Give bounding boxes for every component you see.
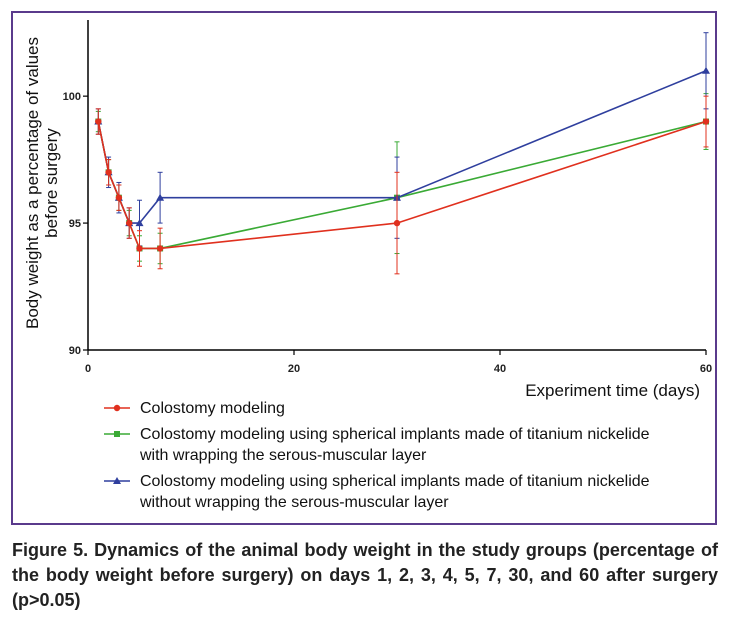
legend-item-1: Colostomy modeling [104, 400, 285, 417]
legend-swatch-marker [113, 404, 121, 412]
data-point [156, 193, 165, 201]
series-line [97, 120, 707, 250]
legend-label: Colostomy modeling [140, 400, 285, 417]
legend-label: with wrapping the serous-muscular layer [139, 447, 427, 464]
axis-labels: Experiment time (days) Body weight as a … [23, 37, 700, 400]
series-3 [94, 32, 710, 247]
plot-area [94, 32, 710, 275]
legend-label: Colostomy modeling using spherical impla… [140, 473, 650, 490]
y-tick-label: 95 [69, 218, 81, 230]
legend-label: without wrapping the serous-muscular lay… [139, 494, 449, 511]
data-point [136, 245, 143, 252]
data-point [156, 245, 164, 252]
legend-swatch-marker [113, 477, 121, 484]
data-point [105, 169, 112, 176]
data-point [702, 118, 710, 125]
series-line [97, 120, 707, 250]
legend-item-2: Colostomy modeling using spherical impla… [104, 426, 650, 464]
legend-label: Colostomy modeling using spherical impla… [140, 426, 650, 443]
series-1 [95, 95, 710, 275]
y-tick-label: 90 [69, 345, 81, 357]
data-point [126, 219, 133, 227]
x-axis-label: Experiment time (days) [525, 381, 700, 400]
figure-caption: Figure 5. Dynamics of the animal body we… [12, 540, 718, 610]
data-point [393, 219, 401, 227]
data-point [702, 66, 710, 74]
x-tick-label: 0 [85, 363, 91, 375]
chart-axes: 90 95 100 0 20 40 60 [63, 20, 712, 375]
series-line [97, 70, 707, 224]
legend-item-3: Colostomy modeling using spherical impla… [104, 473, 650, 511]
legend-swatch-marker [114, 431, 120, 437]
series-2 [95, 93, 709, 265]
y-tick-label: 100 [63, 91, 81, 103]
line-chart: 90 95 100 0 20 40 60 Experiment time (days) Bo… [23, 20, 712, 511]
legend: Colostomy modeling Colostomy modeling usi… [104, 400, 650, 511]
figure-frame [11, 11, 717, 525]
x-tick-label: 40 [494, 363, 506, 375]
data-point [95, 118, 102, 125]
x-tick-label: 20 [288, 363, 300, 375]
y-axis-label-line-1: Body weight as a percentage of values [23, 37, 42, 329]
data-point [135, 219, 144, 227]
data-point [115, 194, 123, 201]
y-axis-label-line-2: before surgery [42, 128, 61, 238]
x-tick-label: 60 [700, 363, 712, 375]
